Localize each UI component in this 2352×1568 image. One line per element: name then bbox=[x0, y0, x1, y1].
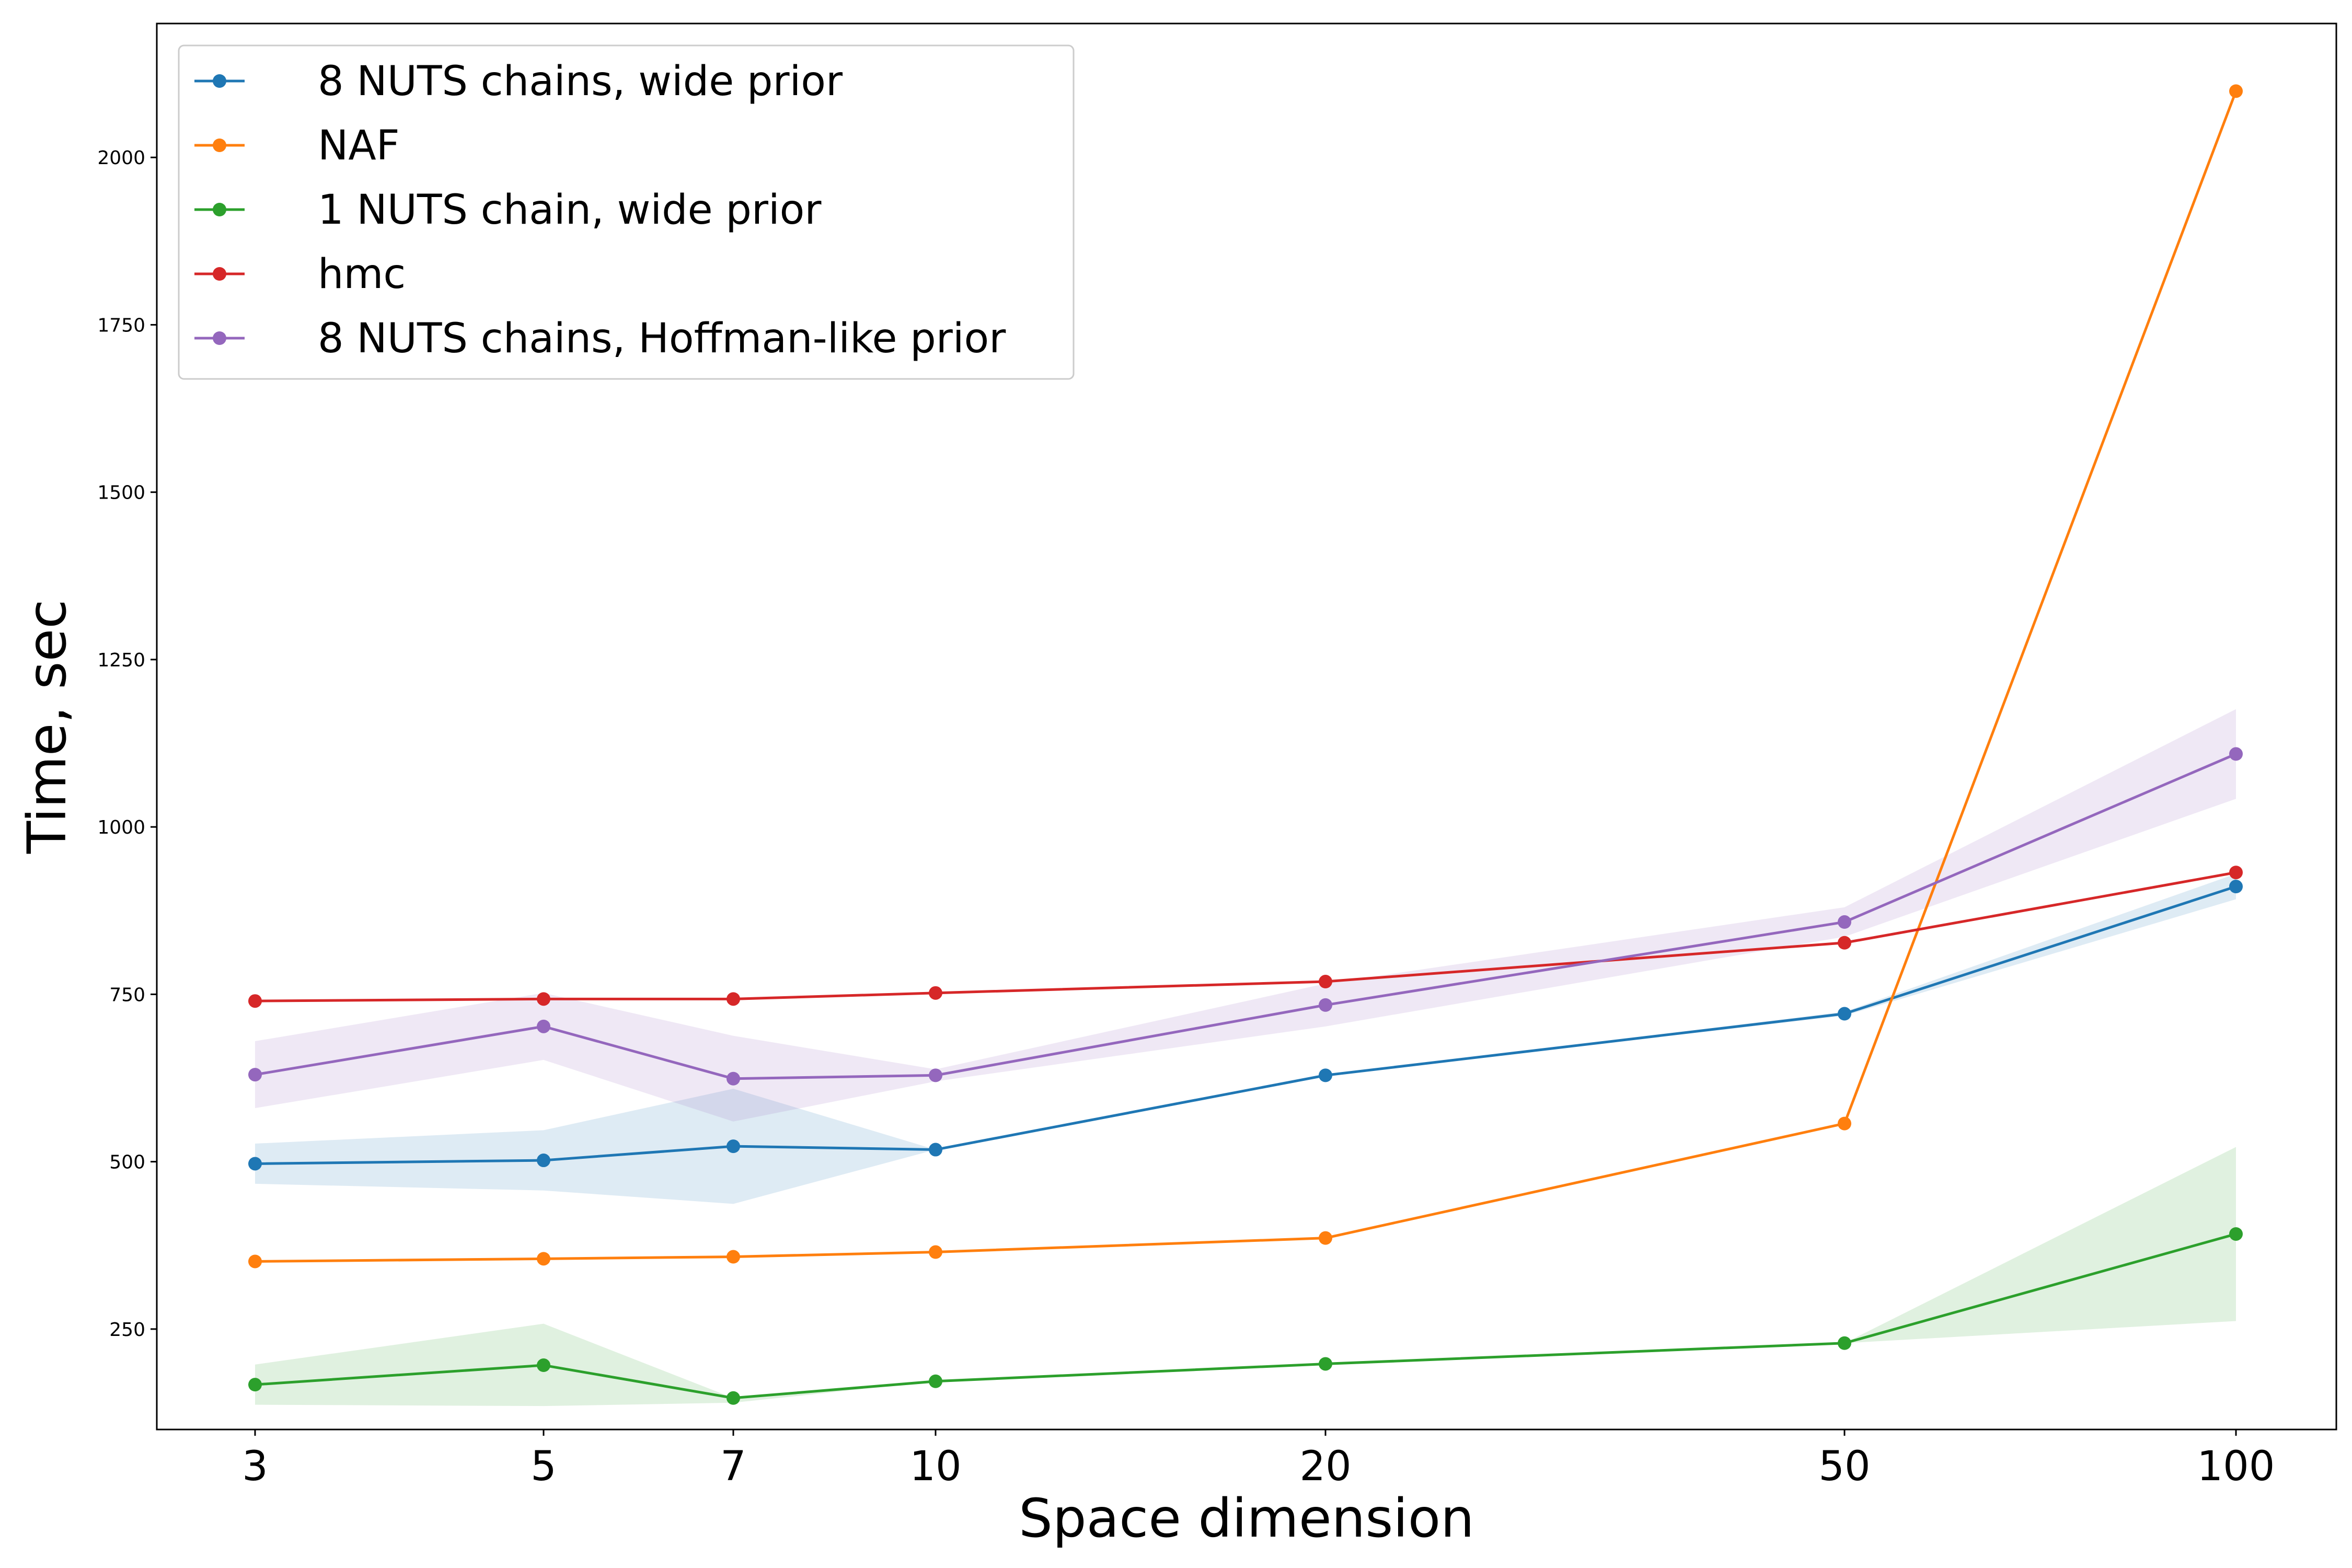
legend-label-2: 1 NUTS chain, wide prior bbox=[318, 187, 822, 234]
point-series-0 bbox=[537, 1154, 550, 1168]
point-series-1 bbox=[1319, 1231, 1332, 1245]
x-tick-label: 10 bbox=[909, 1443, 961, 1490]
point-series-4 bbox=[2229, 747, 2243, 761]
point-series-0 bbox=[727, 1139, 740, 1154]
legend-label-1: NAF bbox=[318, 122, 400, 169]
point-series-2 bbox=[929, 1374, 942, 1388]
y-tick-label: 250 bbox=[109, 1319, 145, 1341]
point-series-1 bbox=[929, 1245, 942, 1259]
x-tick-label: 5 bbox=[531, 1443, 557, 1490]
y-tick-label: 1000 bbox=[97, 817, 145, 838]
point-series-4 bbox=[929, 1068, 942, 1082]
y-tick-label: 750 bbox=[109, 984, 145, 1006]
x-tick-label: 7 bbox=[720, 1443, 746, 1490]
legend-label-0: 8 NUTS chains, wide prior bbox=[318, 58, 843, 105]
point-series-4 bbox=[1838, 915, 1851, 929]
point-series-1 bbox=[1838, 1116, 1851, 1131]
point-series-3 bbox=[2229, 866, 2243, 880]
x-tick-label: 50 bbox=[1818, 1443, 1870, 1490]
plot-area-frame bbox=[156, 22, 2337, 1431]
y-tick-label: 1250 bbox=[97, 650, 145, 671]
point-series-4 bbox=[727, 1071, 740, 1086]
legend-marker-2 bbox=[213, 203, 226, 216]
point-series-1 bbox=[248, 1254, 262, 1269]
point-series-2 bbox=[1838, 1336, 1851, 1350]
legend-marker-3 bbox=[213, 267, 226, 281]
legend: 8 NUTS chains, wide prior NAF 1 NUTS chain… bbox=[178, 44, 1075, 380]
point-series-1 bbox=[537, 1252, 550, 1266]
legend-box bbox=[178, 44, 1075, 380]
y-tick-label: 500 bbox=[109, 1152, 145, 1173]
point-series-2 bbox=[1319, 1357, 1332, 1371]
point-series-2 bbox=[727, 1391, 740, 1405]
point-series-2 bbox=[248, 1378, 262, 1392]
point-series-0 bbox=[1838, 1007, 1851, 1021]
point-series-3 bbox=[1838, 936, 1851, 950]
x-tick-label: 20 bbox=[1299, 1443, 1351, 1490]
point-series-4 bbox=[537, 1019, 550, 1033]
y-tick-label: 1750 bbox=[97, 315, 145, 336]
point-series-0 bbox=[248, 1157, 262, 1171]
point-series-3 bbox=[248, 994, 262, 1008]
legend-label-3: hmc bbox=[318, 251, 406, 298]
legend-marker-0 bbox=[213, 74, 226, 88]
y-tick-label: 1500 bbox=[97, 482, 145, 504]
band-series-4 bbox=[255, 709, 2236, 1122]
x-tick-label: 100 bbox=[2197, 1443, 2275, 1490]
y-axis-ticks: 250 500 750 1000 1250 1500 1750 2000 bbox=[97, 147, 157, 1341]
point-series-2 bbox=[537, 1358, 550, 1373]
band-series-2 bbox=[255, 1147, 2236, 1406]
point-series-3 bbox=[727, 992, 740, 1006]
x-axis-label: Space dimension bbox=[1019, 1488, 1474, 1550]
point-series-0 bbox=[929, 1143, 942, 1157]
legend-label-4: 8 NUTS chains, Hoffman-like prior bbox=[318, 315, 1006, 362]
x-tick-label: 3 bbox=[242, 1443, 268, 1490]
point-series-3 bbox=[1319, 975, 1332, 989]
point-series-1 bbox=[727, 1250, 740, 1264]
point-series-4 bbox=[1319, 998, 1332, 1012]
point-series-1 bbox=[2229, 84, 2243, 98]
y-axis-label: Time, sec bbox=[16, 599, 78, 854]
point-series-4 bbox=[248, 1068, 262, 1082]
point-series-2 bbox=[2229, 1227, 2243, 1241]
x-axis-ticks: 3 5 7 10 20 50 100 bbox=[242, 1429, 2275, 1490]
legend-marker-4 bbox=[213, 331, 226, 345]
legend-marker-1 bbox=[213, 139, 226, 152]
point-series-0 bbox=[2229, 880, 2243, 894]
band-series-0 bbox=[255, 873, 2236, 1204]
y-tick-label: 2000 bbox=[97, 147, 145, 169]
series-points bbox=[248, 84, 2243, 1405]
point-series-3 bbox=[537, 992, 550, 1006]
confidence-bands bbox=[255, 709, 2236, 1406]
point-series-3 bbox=[929, 986, 942, 1000]
point-series-0 bbox=[1319, 1068, 1332, 1082]
